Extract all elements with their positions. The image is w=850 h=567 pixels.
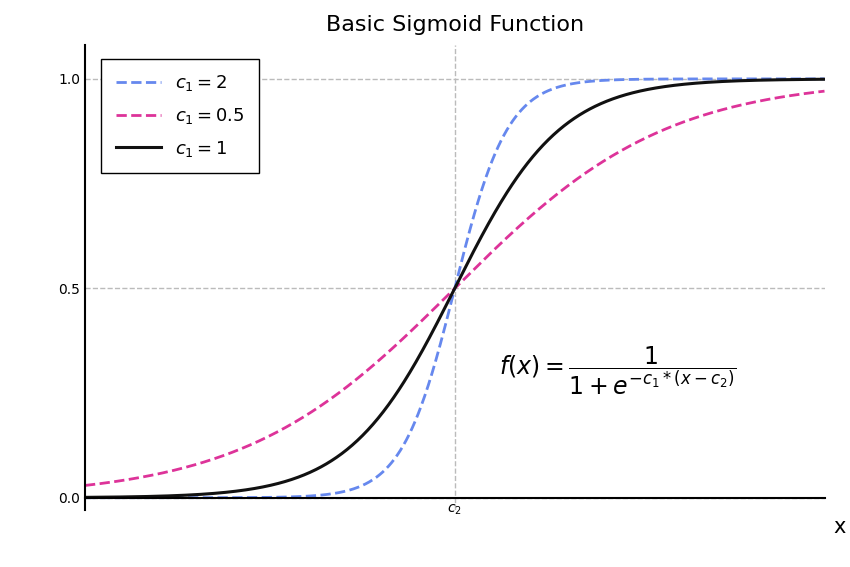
- $c_1 = 2$: [80, 494, 90, 501]
- $c_1 = 2$: [156, 494, 166, 501]
- Legend: $c_1 = 2$, $c_1 = 0.5$, $c_1 = 1$: $c_1 = 2$, $c_1 = 0.5$, $c_1 = 1$: [101, 59, 259, 173]
- $c_1 = 0.5$: [656, 127, 666, 134]
- $c_1 = 0.5$: [156, 470, 166, 477]
- $c_1 = 1$: [587, 104, 598, 111]
- $c_1 = 1$: [405, 367, 416, 374]
- Line: $c_1 = 1$: $c_1 = 1$: [85, 79, 824, 497]
- Text: $f(x) = \dfrac{1}{1+e^{-c_1*(x-c_2)}}$: $f(x) = \dfrac{1}{1+e^{-c_1*(x-c_2)}}$: [499, 345, 737, 397]
- Line: $c_1 = 0.5$: $c_1 = 0.5$: [85, 91, 824, 485]
- $c_1 = 2$: [819, 75, 830, 82]
- $c_1 = 1$: [156, 493, 166, 500]
- $c_1 = 2$: [670, 75, 680, 82]
- $c_1 = 2$: [405, 428, 416, 435]
- $c_1 = 2$: [656, 75, 666, 82]
- $c_1 = 0.5$: [670, 122, 680, 129]
- Title: Basic Sigmoid Function: Basic Sigmoid Function: [326, 15, 584, 36]
- $c_1 = 1$: [80, 494, 90, 501]
- $c_1 = 2$: [587, 78, 598, 84]
- $c_1 = 1$: [670, 82, 680, 88]
- $c_1 = 0.5$: [587, 164, 598, 171]
- Line: $c_1 = 2$: $c_1 = 2$: [85, 79, 824, 498]
- $c_1 = 1$: [379, 407, 389, 414]
- X-axis label: x: x: [833, 517, 846, 538]
- $c_1 = 0.5$: [819, 88, 830, 95]
- $c_1 = 0.5$: [80, 482, 90, 489]
- $c_1 = 1$: [656, 84, 666, 91]
- $c_1 = 2$: [379, 467, 389, 474]
- $c_1 = 1$: [819, 76, 830, 83]
- $c_1 = 0.5$: [379, 353, 389, 359]
- $c_1 = 0.5$: [405, 328, 416, 335]
